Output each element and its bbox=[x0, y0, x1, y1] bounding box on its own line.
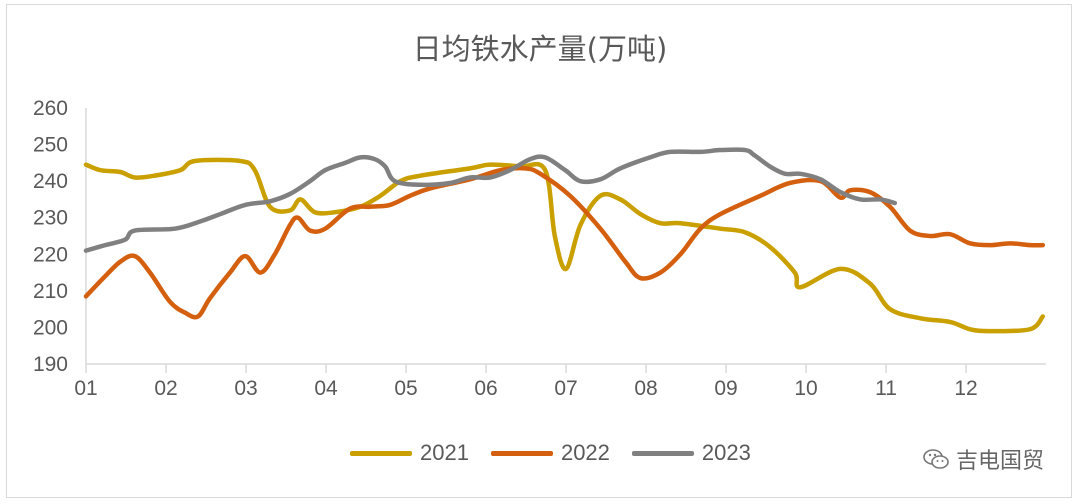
y-tick-label: 250 bbox=[33, 134, 68, 157]
x-tick-label: 08 bbox=[634, 377, 657, 400]
x-tick-label: 09 bbox=[714, 377, 737, 400]
x-tick-label: 04 bbox=[314, 377, 338, 400]
legend-label: 2021 bbox=[420, 440, 469, 465]
wechat-icon bbox=[923, 449, 949, 469]
legend-swatch bbox=[490, 450, 553, 456]
legend-label: 2023 bbox=[701, 440, 751, 465]
y-tick-label: 240 bbox=[33, 170, 68, 193]
legend-swatch bbox=[350, 450, 412, 456]
chart-frame bbox=[6, 4, 1072, 498]
x-tick-label: 06 bbox=[474, 377, 497, 400]
watermark: 吉电国贸 bbox=[922, 443, 1044, 475]
legend-item-2021: 2021 bbox=[350, 440, 469, 466]
chart-title: 日均铁水产量(万吨) bbox=[412, 32, 668, 66]
x-tick-label: 02 bbox=[154, 377, 177, 400]
legend-item-2022: 2022 bbox=[490, 440, 610, 466]
legend-swatch bbox=[631, 450, 694, 456]
x-tick-label: 10 bbox=[794, 377, 817, 400]
series-line-2021 bbox=[83, 157, 1046, 334]
y-tick-label: 230 bbox=[33, 207, 68, 230]
series-line-2022 bbox=[83, 165, 1046, 320]
y-tick-label: 220 bbox=[33, 243, 68, 266]
x-tick-label: 07 bbox=[554, 377, 577, 400]
watermark-text: 吉电国贸 bbox=[955, 449, 1044, 474]
x-tick-label: 12 bbox=[954, 377, 977, 400]
legend-label: 2022 bbox=[560, 440, 610, 465]
series-line-2023 bbox=[83, 147, 898, 253]
x-tick-label: 01 bbox=[74, 377, 97, 400]
legend-item-2023: 2023 bbox=[631, 440, 751, 466]
legend: 2021 2022 2023 bbox=[350, 440, 751, 466]
x-tick-label: 11 bbox=[875, 377, 897, 400]
y-tick-label: 200 bbox=[33, 316, 68, 339]
x-tick-label: 05 bbox=[394, 377, 417, 400]
x-tick-label: 03 bbox=[234, 377, 257, 400]
y-tick-label: 260 bbox=[33, 97, 68, 120]
y-tick-label: 190 bbox=[33, 353, 68, 376]
y-tick-label: 210 bbox=[33, 280, 68, 303]
